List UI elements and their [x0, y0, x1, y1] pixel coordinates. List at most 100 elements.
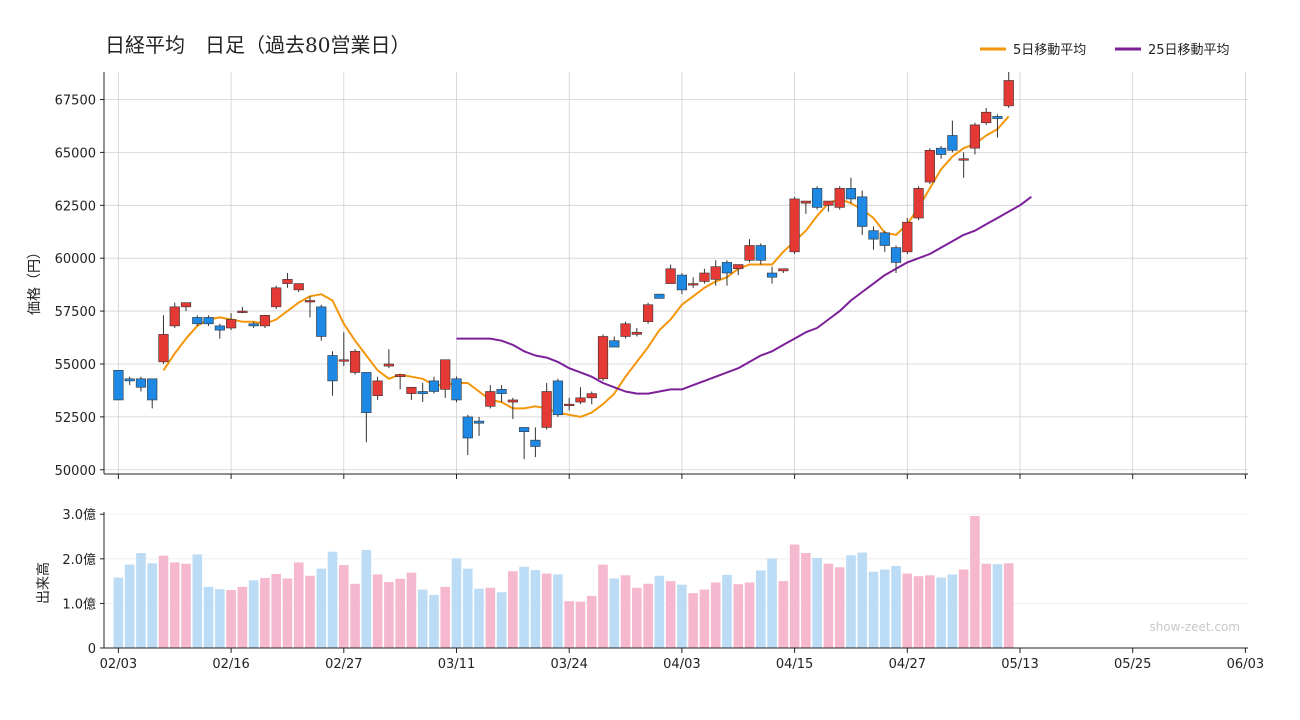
candle: [744, 239, 755, 263]
candle: [473, 416, 485, 436]
volume-bar-down: [417, 589, 428, 648]
price-tick-label: 55000: [55, 358, 96, 373]
candle: [169, 302, 180, 329]
candle-body-up: [169, 306, 180, 327]
candle: [271, 285, 282, 309]
volume-bar-up: [508, 571, 518, 648]
candle-body-down: [473, 420, 485, 424]
candle-body-up: [304, 300, 316, 303]
candle: [597, 334, 609, 381]
candle-body-up: [575, 397, 586, 403]
candle-body-down: [451, 378, 462, 401]
candle-body-up: [259, 315, 271, 327]
volume-bar-up: [620, 575, 631, 648]
volume-bar-down: [677, 584, 687, 648]
candle: [936, 146, 947, 159]
volume-bar-down: [519, 566, 529, 648]
volume-bar-up: [282, 578, 293, 648]
volume-bar-down: [361, 549, 372, 648]
date-tick-label: 05/25: [1114, 657, 1151, 672]
candle-body-down: [676, 274, 687, 291]
price-tick-label: 60000: [55, 252, 96, 267]
candle: [338, 332, 349, 367]
candle: [902, 217, 913, 254]
candle-body-up: [338, 359, 349, 362]
candle: [158, 315, 169, 364]
date-tick-label: 02/16: [212, 657, 249, 672]
candle: [992, 114, 1003, 138]
volume-tick-label: 2.0億: [62, 552, 96, 568]
volume-bar-up: [801, 553, 811, 648]
candle-body-down: [462, 416, 473, 439]
volume-bar-up: [744, 582, 755, 648]
volume-bar-up: [902, 573, 913, 648]
candle-body-down: [812, 188, 823, 208]
candle-body-up: [395, 374, 406, 377]
legend-label-ma5: 5日移動平均: [1013, 43, 1086, 58]
volume-bar-down: [215, 589, 225, 648]
volume-bar-up: [575, 601, 586, 648]
volume-bar-down: [891, 565, 901, 648]
volume-bar-up: [598, 564, 608, 648]
volume-bar-down: [947, 574, 958, 648]
volume-bar-down: [327, 551, 338, 648]
candle: [327, 351, 338, 396]
candle: [541, 383, 552, 430]
candle: [834, 186, 845, 210]
volume-bar-down: [553, 574, 563, 648]
candle: [259, 315, 271, 329]
volume-bar-down: [316, 568, 327, 648]
candle-body-up: [620, 323, 631, 337]
candle-body-down: [113, 370, 124, 401]
candle: [800, 200, 811, 214]
volume-bar-up: [699, 589, 710, 648]
candle-body-up: [981, 111, 992, 124]
price-grid: [104, 72, 1248, 474]
candle-body-up: [485, 391, 496, 407]
candle: [710, 260, 721, 286]
candle: [214, 323, 225, 339]
volume-bar-down: [147, 563, 158, 648]
volume-bar-up: [688, 593, 698, 648]
candle: [665, 264, 676, 284]
volume-bar-down: [936, 577, 946, 648]
candle: [519, 427, 530, 460]
candle-body-down: [857, 196, 868, 227]
candle: [507, 397, 518, 419]
price-tick-label: 50000: [55, 464, 96, 479]
candle: [857, 190, 868, 235]
volume-bar-down: [609, 578, 620, 648]
candle: [575, 387, 586, 405]
candle-body-down: [214, 325, 225, 331]
watermark: show-zeet.com: [1149, 620, 1240, 634]
candle-body-up: [282, 279, 293, 284]
candle: [958, 152, 969, 178]
volume-bar-up: [981, 563, 991, 648]
candle: [304, 296, 316, 318]
candle: [699, 268, 710, 284]
volume-bar-down: [429, 594, 439, 648]
candle-body-up: [507, 399, 518, 403]
date-tick-label: 03/24: [550, 657, 587, 672]
volume-bar-up: [372, 574, 383, 648]
candle: [947, 120, 958, 153]
candle: [778, 268, 789, 273]
candle: [395, 374, 406, 390]
candle: [879, 230, 890, 252]
candle: [406, 386, 417, 400]
volume-bar-down: [530, 569, 541, 648]
volume-bar-up: [564, 601, 574, 648]
price-tick-label: 52500: [55, 411, 96, 426]
volume-tick-label: 1.0億: [62, 596, 96, 612]
volume-bar-down: [722, 574, 732, 648]
candle-body-up: [924, 149, 935, 183]
volume-bar-up: [169, 562, 180, 648]
candle-body-up: [631, 331, 642, 335]
date-tick-label: 04/15: [776, 657, 813, 672]
candle-body-down: [530, 439, 541, 447]
candle-body-up: [586, 393, 597, 399]
candle-body-up: [440, 359, 451, 390]
volume-bar-up: [305, 575, 315, 648]
candle-body-up: [180, 302, 192, 308]
